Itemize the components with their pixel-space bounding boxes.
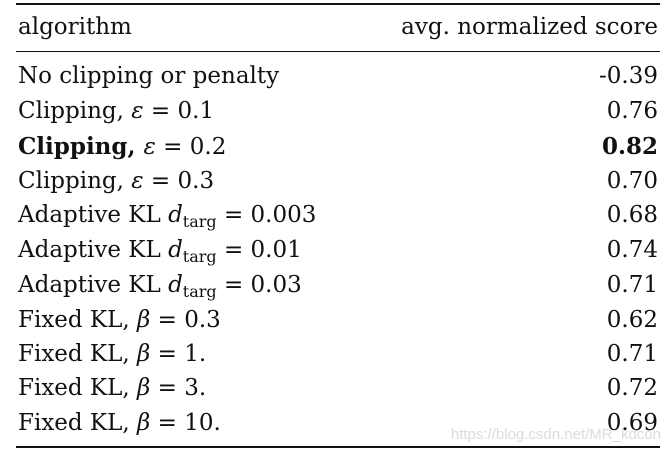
table-row: Fixed KL, β = 1. 0.71 [16,337,660,371]
label-suffix: = 10. [150,410,221,436]
table-row: Fixed KL, β = 3. 0.72 [16,371,660,405]
table-row: Adaptive KL dtarg = 0.003 0.68 [16,198,660,232]
algorithm-cell: Adaptive KL dtarg = 0.003 [16,202,317,231]
epsilon-symbol: ε [131,98,144,124]
label-prefix: Adaptive KL [18,272,169,298]
algorithm-cell: Clipping, ε = 0.1 [16,98,214,124]
algorithm-cell: Adaptive KL dtarg = 0.01 [16,237,302,266]
algorithm-cell: Adaptive KL dtarg = 0.03 [16,272,302,301]
algorithm-cell: Fixed KL, β = 3. [16,375,206,401]
label-suffix: = 0.3 [150,307,221,333]
label-prefix: Clipping, [18,168,132,194]
table-row: Fixed KL, β = 0.3 0.62 [16,303,660,337]
bottom-rule [16,446,660,448]
label-suffix: = 0.01 [216,237,302,263]
score-cell: 0.68 [606,202,658,228]
table-row: Fixed KL, β = 10. 0.69 [16,406,660,440]
label-prefix: Fixed KL, [18,410,138,436]
epsilon-symbol: ε [143,133,156,160]
subscript-targ: targ [182,282,217,301]
table-row: Clipping, ε = 0.1 0.76 [16,94,660,128]
label-prefix: Clipping, [18,132,144,160]
beta-symbol: β [137,341,151,367]
table-row: Clipping, ε = 0.3 0.70 [16,164,660,198]
table-row: Adaptive KL dtarg = 0.01 0.74 [16,233,660,267]
score-cell: 0.76 [606,98,658,124]
label-suffix: = 1. [150,341,207,367]
label-suffix: = 0.2 [155,133,227,160]
label-suffix: = 0.003 [216,202,317,228]
label-suffix: = 3. [150,375,207,401]
label-suffix: = 0.3 [143,168,215,194]
best-score-cell: 0.82 [601,132,658,160]
label-prefix: Fixed KL, [18,341,138,367]
score-cell: 0.70 [606,168,658,194]
algorithm-cell: No clipping or penalty [18,63,280,89]
algorithm-cell: Fixed KL, β = 10. [16,410,221,436]
beta-symbol: β [137,410,151,436]
score-cell: 0.62 [606,307,658,333]
label-suffix: = 0.1 [143,98,215,124]
score-cell: 0.69 [606,410,658,436]
table-row: Adaptive KL dtarg = 0.03 0.71 [16,268,660,302]
table-row: No clipping or penalty -0.39 [16,59,660,93]
algorithm-cell: Fixed KL, β = 1. [16,341,206,367]
subscript-targ: targ [182,212,217,231]
beta-symbol: β [137,375,151,401]
label-prefix: Adaptive KL [18,202,169,228]
epsilon-symbol: ε [131,168,144,194]
d-symbol: d [168,272,183,298]
beta-symbol: β [137,307,151,333]
label-prefix: Fixed KL, [18,375,138,401]
score-column-header: avg. normalized score [401,14,658,40]
top-rule [16,3,660,5]
results-table: algorithm avg. normalized score No clipp… [16,0,660,452]
label-prefix: Clipping, [18,98,132,124]
d-symbol: d [168,237,183,263]
header-rule [16,51,660,52]
algorithm-column-header: algorithm [18,14,132,40]
label-suffix: = 0.03 [216,272,302,298]
score-cell: 0.74 [606,237,658,263]
label-prefix: Adaptive KL [18,237,169,263]
label-prefix: Fixed KL, [18,307,138,333]
subscript-targ: targ [182,247,217,266]
algorithm-cell: Clipping, ε = 0.2 [16,133,226,160]
d-symbol: d [168,202,183,228]
score-cell: -0.39 [599,63,658,89]
algorithm-cell: Clipping, ε = 0.3 [16,168,214,194]
score-cell: 0.72 [606,375,658,401]
table-row-best: Clipping, ε = 0.2 0.82 [16,129,660,163]
algorithm-cell: Fixed KL, β = 0.3 [16,307,221,333]
score-cell: 0.71 [606,272,658,298]
table-header-row: algorithm avg. normalized score [16,10,660,44]
score-cell: 0.71 [606,341,658,367]
